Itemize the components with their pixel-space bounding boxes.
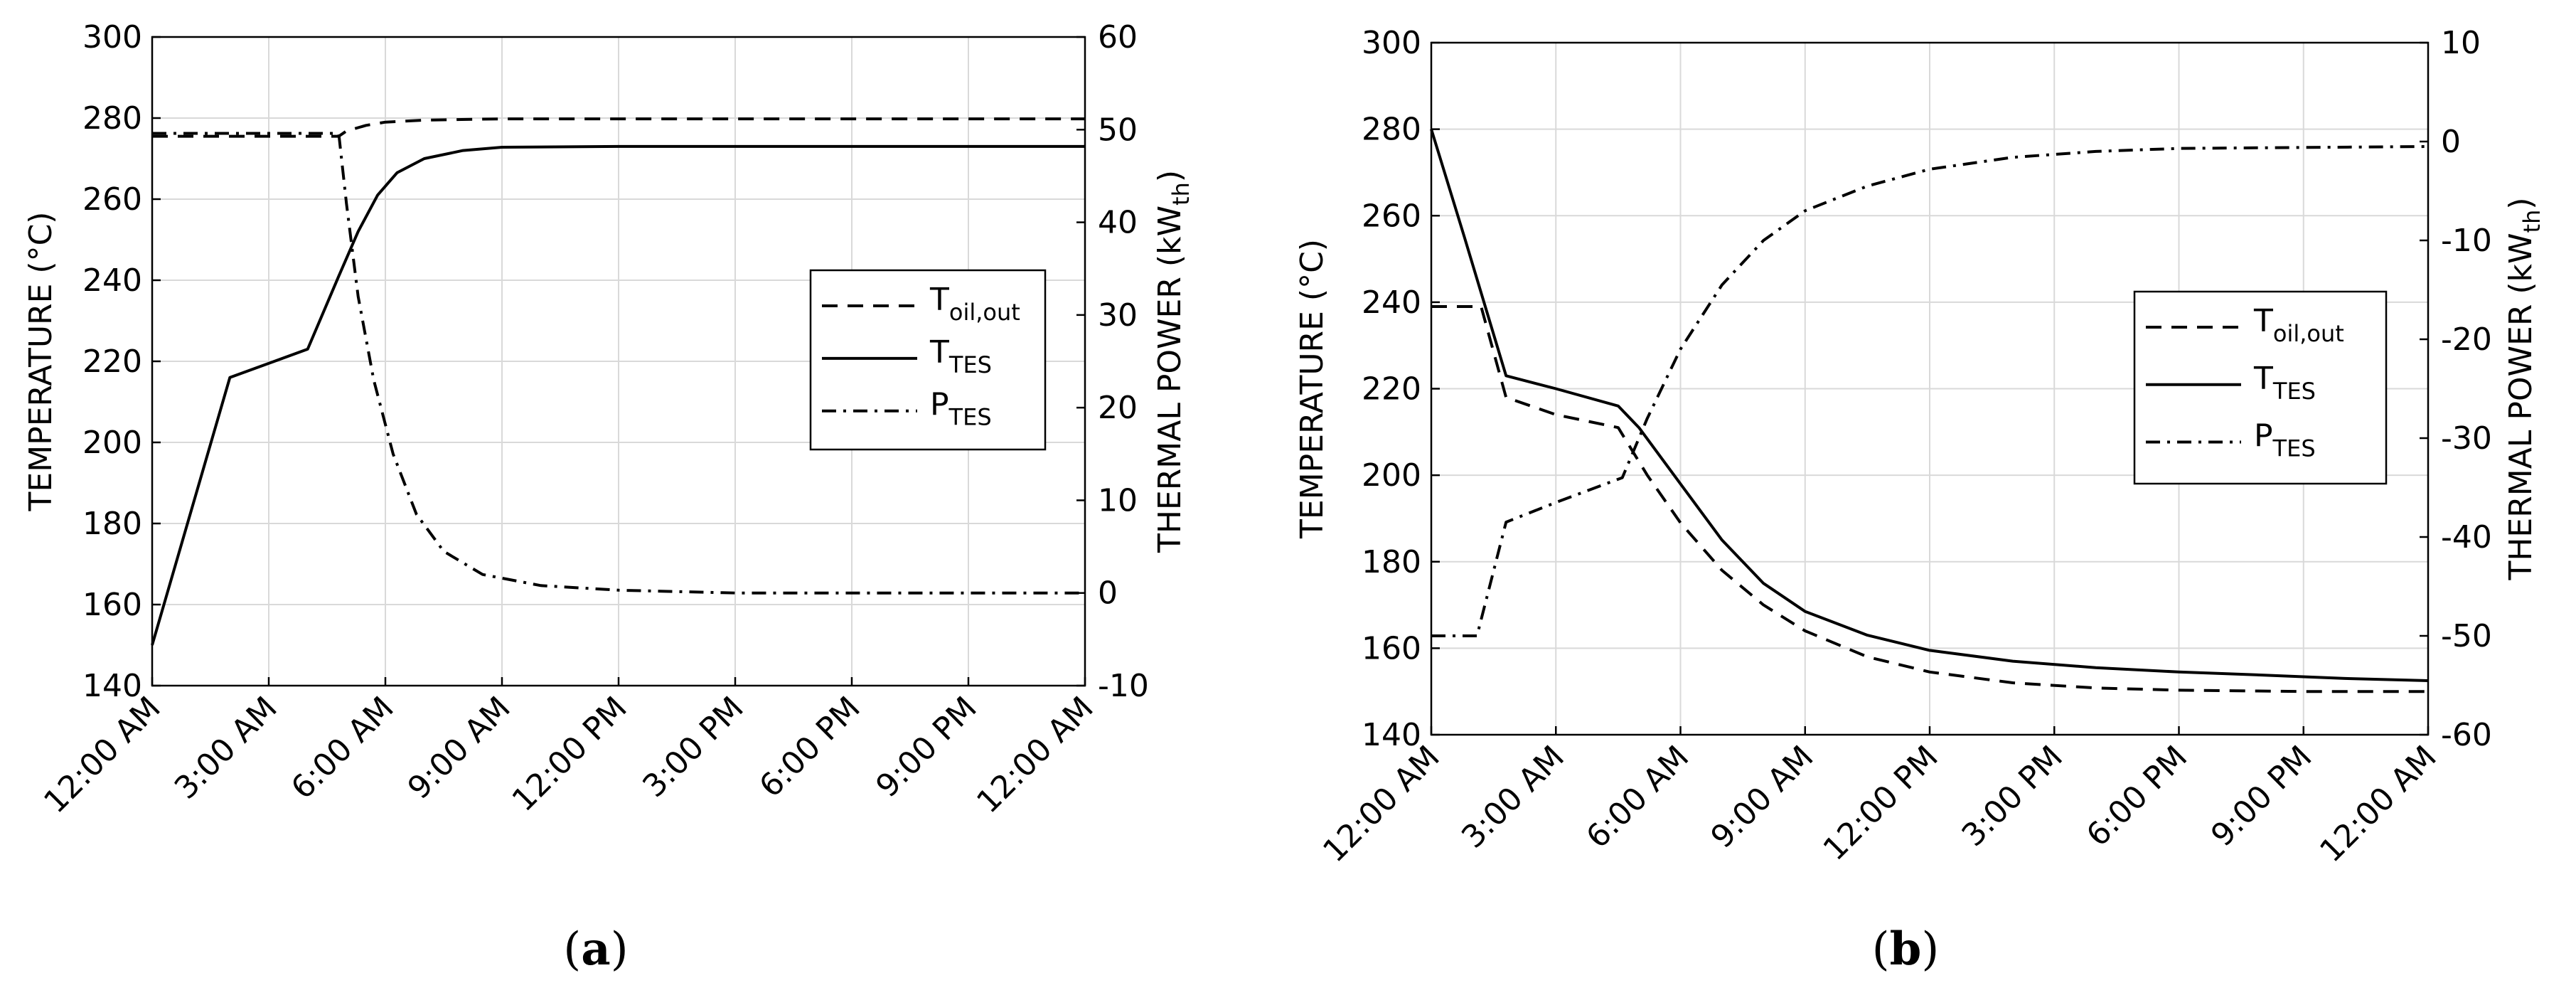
left-tick-label: 140 [82, 668, 142, 704]
legend-entry: TTES [2253, 361, 2316, 405]
legend-entry: TTES [929, 334, 992, 378]
right-tick-label: 20 [1098, 390, 1138, 426]
right-axis-label: THERMAL POWER (kWth) [2503, 197, 2545, 580]
left-tick-label: 260 [82, 181, 142, 218]
left-tick-label: 300 [1362, 25, 1421, 61]
right-axis-label-main: THERMAL POWER (kW [1152, 206, 1188, 553]
right-tick-label: 0 [1098, 575, 1118, 612]
x-tick-label: 6:00 PM [2080, 739, 2194, 854]
left-tick-label: 260 [1362, 198, 1421, 234]
right-axis-label-subscript: th [2518, 210, 2545, 233]
panel-label-open: ( [563, 923, 581, 976]
x-tick-label: 9:00 PM [869, 690, 983, 804]
right-tick-label: -60 [2441, 717, 2492, 753]
left-tick-label: 160 [82, 587, 142, 623]
legend-entry-subscript: TES [2272, 378, 2316, 405]
chart-panel-a: 140 160 180 200 220 240 260 280 300 -10 0 10 20 30 40 5… [23, 19, 1195, 976]
right-tick-label: 60 [1098, 19, 1138, 55]
series-line-t-oilout [152, 117, 1085, 138]
right-tick-label: -10 [1098, 668, 1149, 704]
x-tick-label: 12:00 AM [1316, 739, 1447, 870]
x-tick-label: 3:00 PM [1955, 739, 2070, 854]
left-axis-label: TEMPERATURE (°C) [23, 212, 59, 512]
panel-label-close: ) [611, 923, 629, 976]
series-line-t-oilout [1431, 305, 2428, 693]
left-tick-label: 160 [1362, 630, 1421, 666]
right-tick-label: 10 [1098, 482, 1138, 519]
series-line-p-tes [1431, 145, 2429, 637]
panel-label-letter: a [581, 922, 610, 976]
legend-entry-subscript: TES [2272, 435, 2316, 462]
legend-entry-subscript: oil,out [949, 299, 1020, 326]
x-tick-label: 3:00 AM [168, 690, 284, 807]
left-tick-label: 140 [1362, 717, 1421, 753]
panel-label-letter: b [1890, 922, 1922, 976]
legend-entry-name: P [930, 387, 949, 423]
legend-entry: PTES [2254, 418, 2316, 462]
x-tick-label: 12:00 PM [1817, 739, 1945, 868]
panel-label: (b) [1872, 922, 1940, 976]
legend-entry-name: T [2253, 361, 2273, 397]
legend-entry: PTES [930, 387, 992, 431]
x-tick-label: 3:00 AM [1455, 739, 1571, 856]
x-tick-label: 9:00 PM [2204, 739, 2319, 854]
legend-entry-subscript: TES [948, 404, 992, 431]
right-tick-label: -20 [2441, 321, 2492, 358]
x-tick-label: 12:00 AM [970, 690, 1101, 821]
left-tick-label: 220 [82, 344, 142, 380]
right-tick-label: 30 [1098, 297, 1138, 334]
right-tick-label: -10 [2441, 223, 2492, 259]
panel-label-open: ( [1872, 923, 1890, 976]
legend-entry-subscript: TES [948, 351, 992, 378]
x-tick-label: 12:00 AM [2313, 739, 2444, 870]
legend-box [2133, 290, 2388, 485]
x-tick-label: 6:00 PM [752, 690, 867, 804]
legend-entry: Toil,out [929, 282, 1020, 326]
right-tick-label: 40 [1098, 205, 1138, 241]
x-tick-label: 12:00 AM [37, 690, 168, 821]
right-tick-label: 10 [2441, 25, 2481, 61]
right-axis-label-close: ) [1152, 170, 1188, 182]
left-tick-label: 280 [82, 100, 142, 137]
left-tick-label: 240 [82, 262, 142, 299]
left-axis-label: TEMPERATURE (°C) [1294, 239, 1330, 539]
legend-entry-subscript: oil,out [2273, 320, 2344, 347]
right-axis-label: THERMAL POWER (kWth) [1152, 170, 1195, 553]
x-tick-label: 3:00 PM [636, 690, 750, 804]
legend-entry-name: T [2253, 303, 2273, 339]
x-tick-label: 6:00 AM [284, 690, 401, 807]
left-tick-label: 180 [82, 506, 142, 542]
right-axis-label-close: ) [2503, 197, 2539, 209]
left-tick-label: 200 [82, 425, 142, 461]
right-axis-label-main: THERMAL POWER (kW [2503, 233, 2539, 580]
right-tick-label: 50 [1098, 112, 1138, 148]
left-tick-label: 280 [1362, 112, 1421, 148]
panel-label: (a) [563, 922, 628, 976]
right-tick-label: 0 [2441, 124, 2461, 160]
left-tick-label: 300 [82, 19, 142, 55]
x-tick-label: 9:00 AM [1704, 739, 1821, 856]
x-tick-label: 9:00 AM [401, 690, 518, 807]
right-tick-label: -30 [2441, 420, 2492, 457]
left-tick-label: 220 [1362, 371, 1421, 408]
legend-box [809, 269, 1047, 451]
panel-label-close: ) [1921, 923, 1939, 976]
series-line-t-tes [151, 144, 1085, 646]
series-line-t-tes [1430, 129, 2429, 682]
right-axis-label-subscript: th [1167, 182, 1195, 206]
left-tick-label: 180 [1362, 544, 1421, 580]
series-line-p-tes [152, 132, 1085, 595]
x-tick-label: 6:00 AM [1579, 739, 1696, 856]
right-tick-label: -50 [2441, 618, 2492, 654]
chart-panel-b: 140 160 180 200 220 240 260 280 300 -60 -50 -40 -30 -… [1294, 25, 2545, 976]
left-tick-label: 240 [1362, 285, 1421, 321]
legend-entry-name: P [2254, 418, 2273, 454]
legend-entry-name: T [929, 334, 949, 371]
right-tick-label: -40 [2441, 519, 2492, 555]
legend-entry: Toil,out [2253, 303, 2344, 347]
left-tick-label: 200 [1362, 457, 1421, 494]
legend-entry-name: T [929, 282, 949, 318]
x-tick-label: 12:00 PM [506, 690, 634, 819]
